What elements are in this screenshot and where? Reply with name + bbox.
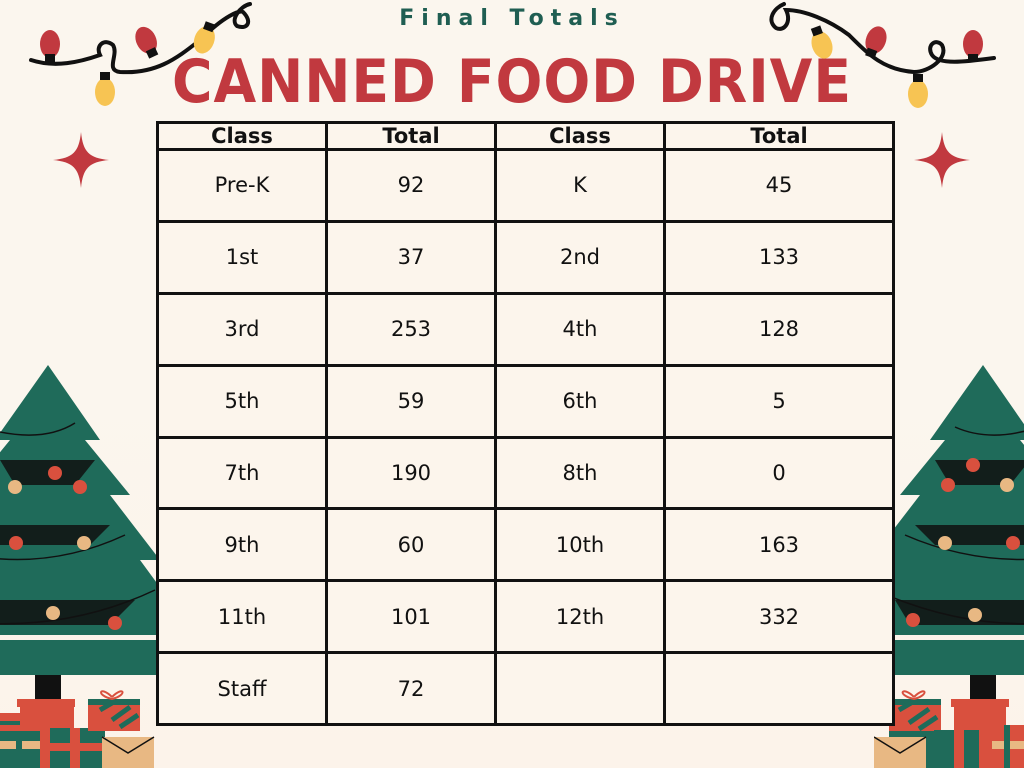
class-cell: 9th <box>156 507 328 583</box>
total-cell: 45 <box>663 148 895 223</box>
column-header-total: Total <box>663 121 895 151</box>
class-cell: Staff <box>156 651 328 726</box>
class-cell: 6th <box>494 363 666 439</box>
class-cell: 5th <box>156 363 328 439</box>
total-cell: 101 <box>325 579 497 655</box>
string-lights-left-icon <box>29 2 252 106</box>
class-cell: 11th <box>156 579 328 655</box>
class-cell: 2nd <box>494 219 666 295</box>
table-row: Pre-K 92 K 45 <box>156 148 895 223</box>
table-row: 9th 60 10th 163 <box>156 507 895 583</box>
class-cell: 10th <box>494 507 666 583</box>
gift-boxes-right-icon <box>874 690 1024 768</box>
table-row: Staff 72 <box>156 651 895 726</box>
total-cell: 60 <box>325 507 497 583</box>
total-cell: 332 <box>663 579 895 655</box>
sparkle-star-left-icon <box>53 132 109 188</box>
page-title: CANNED FOOD DRIVE <box>172 47 852 117</box>
gift-boxes-left-icon <box>0 690 155 768</box>
total-cell: 190 <box>325 435 497 511</box>
table-header-row: Class Total Class Total <box>156 121 895 151</box>
class-cell: Pre-K <box>156 148 328 223</box>
total-cell: 37 <box>325 219 497 295</box>
total-cell: 163 <box>663 507 895 583</box>
total-cell: 72 <box>325 651 497 726</box>
column-header-class: Class <box>494 121 666 151</box>
total-cell: 253 <box>325 291 497 367</box>
total-cell: 128 <box>663 291 895 367</box>
total-cell: 59 <box>325 363 497 439</box>
total-cell: 5 <box>663 363 895 439</box>
table-row: 1st 37 2nd 133 <box>156 219 895 295</box>
total-cell: 0 <box>663 435 895 511</box>
class-cell: K <box>494 148 666 223</box>
table-row: 7th 190 8th 0 <box>156 435 895 511</box>
class-cell: 4th <box>494 291 666 367</box>
empty-cell <box>494 651 666 726</box>
class-cell: 3rd <box>156 291 328 367</box>
class-cell: 7th <box>156 435 328 511</box>
class-cell: 12th <box>494 579 666 655</box>
class-cell: 1st <box>156 219 328 295</box>
column-header-class: Class <box>156 121 328 151</box>
table-row: 3rd 253 4th 128 <box>156 291 895 367</box>
table-row: 5th 59 6th 5 <box>156 363 895 439</box>
totals-table: Class Total Class Total Pre-K 92 K 45 1s… <box>156 121 895 726</box>
sparkle-star-right-icon <box>914 132 970 188</box>
class-cell: 8th <box>494 435 666 511</box>
total-cell: 92 <box>325 148 497 223</box>
empty-cell <box>663 651 895 726</box>
christmas-tree-left-icon <box>0 365 195 705</box>
total-cell: 133 <box>663 219 895 295</box>
page-subtitle: Final Totals <box>399 6 625 31</box>
string-lights-right-icon <box>769 2 996 108</box>
table-row: 11th 101 12th 332 <box>156 579 895 655</box>
column-header-total: Total <box>325 121 497 151</box>
